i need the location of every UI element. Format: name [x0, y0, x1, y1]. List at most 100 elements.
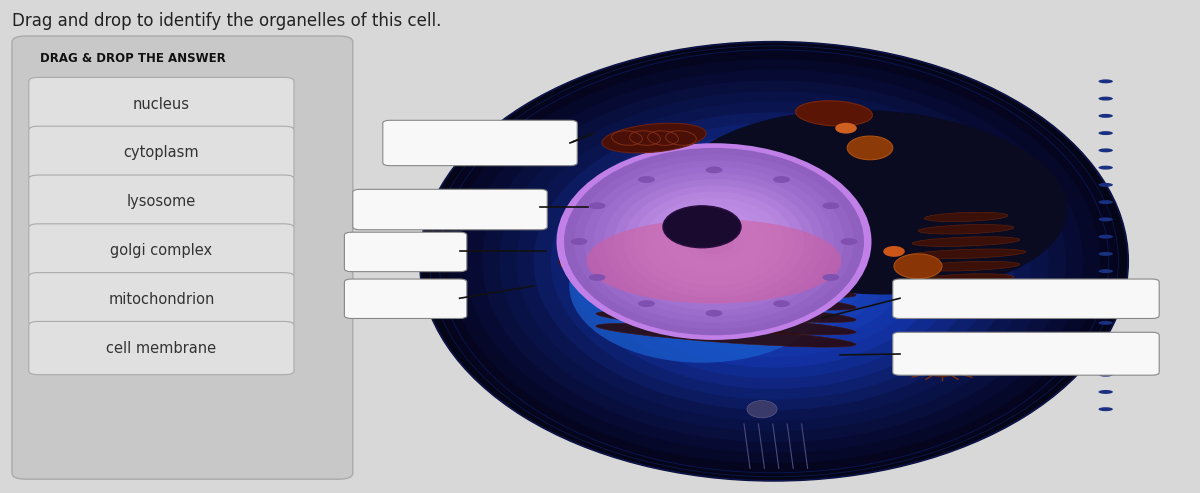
Circle shape: [840, 238, 857, 245]
Ellipse shape: [431, 48, 1117, 474]
Ellipse shape: [482, 80, 1066, 442]
FancyBboxPatch shape: [344, 232, 467, 272]
FancyBboxPatch shape: [29, 175, 294, 228]
Ellipse shape: [662, 206, 742, 247]
Ellipse shape: [835, 123, 857, 134]
Ellipse shape: [1098, 79, 1112, 83]
Ellipse shape: [516, 102, 1032, 421]
Circle shape: [589, 202, 606, 209]
Ellipse shape: [1098, 390, 1112, 394]
Ellipse shape: [1098, 304, 1112, 308]
Ellipse shape: [746, 400, 778, 418]
Ellipse shape: [499, 91, 1049, 431]
FancyBboxPatch shape: [893, 332, 1159, 375]
Circle shape: [571, 238, 588, 245]
Ellipse shape: [575, 256, 791, 286]
Ellipse shape: [596, 323, 856, 347]
Circle shape: [924, 362, 960, 377]
Ellipse shape: [569, 209, 835, 363]
Ellipse shape: [1098, 252, 1112, 256]
Ellipse shape: [448, 59, 1100, 463]
FancyBboxPatch shape: [383, 120, 577, 166]
Ellipse shape: [559, 255, 749, 307]
Ellipse shape: [1098, 321, 1112, 325]
Ellipse shape: [924, 212, 1008, 221]
Text: lysosome: lysosome: [127, 194, 196, 209]
FancyBboxPatch shape: [893, 279, 1159, 318]
Ellipse shape: [1098, 355, 1112, 359]
Ellipse shape: [634, 192, 794, 291]
Ellipse shape: [688, 208, 860, 315]
FancyBboxPatch shape: [29, 321, 294, 375]
FancyBboxPatch shape: [353, 189, 547, 230]
Ellipse shape: [684, 223, 744, 260]
Ellipse shape: [557, 143, 871, 340]
Circle shape: [773, 300, 790, 307]
Text: mitochondrion: mitochondrion: [108, 292, 215, 307]
Ellipse shape: [584, 160, 844, 323]
Ellipse shape: [918, 224, 1014, 234]
Ellipse shape: [602, 155, 946, 368]
Ellipse shape: [560, 257, 762, 300]
Text: cytoplasm: cytoplasm: [124, 145, 199, 160]
Ellipse shape: [534, 112, 1014, 410]
Ellipse shape: [586, 144, 962, 378]
Ellipse shape: [596, 274, 856, 298]
Ellipse shape: [574, 154, 854, 329]
Ellipse shape: [606, 240, 803, 287]
FancyBboxPatch shape: [344, 279, 467, 318]
Circle shape: [822, 202, 839, 209]
FancyBboxPatch shape: [29, 224, 294, 277]
Ellipse shape: [1098, 217, 1112, 221]
Ellipse shape: [1098, 407, 1112, 411]
Ellipse shape: [704, 235, 724, 248]
Ellipse shape: [654, 204, 774, 279]
Ellipse shape: [596, 299, 856, 322]
Ellipse shape: [596, 286, 856, 310]
Circle shape: [638, 300, 655, 307]
Ellipse shape: [602, 123, 706, 153]
Ellipse shape: [1098, 131, 1112, 135]
Ellipse shape: [673, 110, 1067, 294]
Ellipse shape: [644, 198, 784, 285]
Ellipse shape: [624, 185, 804, 298]
Ellipse shape: [563, 258, 774, 294]
Ellipse shape: [551, 123, 997, 400]
Text: Drag and drop to identify the organelles of this cell.: Drag and drop to identify the organelles…: [12, 12, 442, 31]
Ellipse shape: [757, 250, 791, 272]
Text: nucleus: nucleus: [133, 97, 190, 111]
Ellipse shape: [906, 249, 1026, 259]
Ellipse shape: [694, 229, 734, 254]
Ellipse shape: [1098, 166, 1112, 170]
Ellipse shape: [583, 252, 797, 285]
Ellipse shape: [420, 42, 1128, 481]
Ellipse shape: [671, 198, 877, 325]
Ellipse shape: [614, 179, 814, 304]
Ellipse shape: [564, 148, 864, 335]
Ellipse shape: [722, 229, 826, 293]
FancyBboxPatch shape: [12, 36, 353, 479]
Ellipse shape: [796, 101, 872, 126]
Ellipse shape: [924, 286, 1008, 295]
Ellipse shape: [1098, 97, 1112, 101]
Ellipse shape: [604, 173, 824, 310]
Ellipse shape: [1098, 235, 1112, 239]
Ellipse shape: [619, 166, 929, 357]
Ellipse shape: [594, 246, 800, 286]
Circle shape: [589, 274, 606, 281]
Text: DRAG & DROP THE ANSWER: DRAG & DROP THE ANSWER: [40, 52, 226, 65]
Ellipse shape: [568, 134, 980, 389]
Ellipse shape: [594, 167, 834, 317]
Ellipse shape: [706, 219, 842, 304]
Ellipse shape: [1098, 148, 1112, 152]
Ellipse shape: [568, 258, 784, 289]
Ellipse shape: [674, 216, 754, 267]
Ellipse shape: [664, 211, 764, 273]
Ellipse shape: [1098, 200, 1112, 204]
Ellipse shape: [464, 70, 1084, 453]
Ellipse shape: [918, 274, 1014, 283]
Circle shape: [822, 274, 839, 281]
Ellipse shape: [894, 254, 942, 279]
Ellipse shape: [1098, 183, 1112, 187]
Ellipse shape: [739, 240, 809, 282]
